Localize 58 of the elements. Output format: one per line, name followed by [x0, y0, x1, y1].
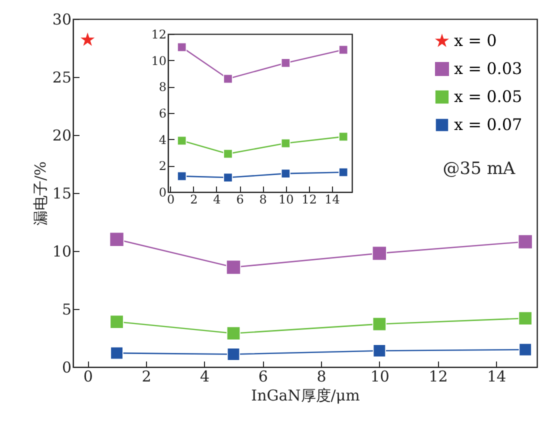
x-tick-label: 8: [316, 368, 326, 386]
point: [80, 32, 95, 46]
point: [518, 343, 532, 356]
point: [372, 344, 386, 358]
point: [177, 171, 187, 181]
point: [110, 346, 124, 360]
y-tick-label: 2: [158, 159, 166, 174]
y-tick-label: 30: [52, 10, 72, 28]
x-tick-label: 8: [259, 192, 267, 206]
x-tick-label: 0: [83, 368, 93, 386]
y-tick-label: 4: [158, 132, 167, 147]
y-axis-title: 漏电子/%: [31, 161, 50, 226]
point: [518, 234, 533, 250]
point: [110, 314, 124, 329]
legend-label: x = 0: [454, 31, 497, 50]
point: [177, 136, 187, 146]
point: [280, 168, 290, 178]
point: [109, 232, 124, 247]
y-tick-label: 6: [158, 106, 166, 120]
point: [226, 326, 240, 340]
point: [372, 246, 387, 261]
point: [177, 42, 187, 52]
y-tick-label: 20: [52, 126, 72, 144]
point: [338, 132, 348, 142]
legend-label: x = 0.03: [454, 59, 522, 78]
point: [338, 168, 348, 177]
point: [226, 348, 240, 361]
legend-label: x = 0.05: [454, 87, 522, 106]
x-tick-label: 14: [324, 192, 340, 206]
point: [223, 172, 233, 182]
y-tick-label: 25: [52, 68, 72, 86]
point: [280, 138, 290, 148]
point: [518, 311, 532, 326]
point: [280, 58, 290, 68]
legend-label: x = 0.07: [454, 115, 522, 134]
point: [223, 74, 233, 84]
annotation: @35 mA: [442, 159, 516, 179]
y-tick-label: 10: [151, 54, 166, 68]
point: [223, 149, 233, 159]
x-tick-label: 12: [428, 368, 448, 386]
x-tick-label: 10: [278, 192, 294, 206]
y-tick-label: 12: [151, 28, 166, 42]
point: [372, 317, 386, 332]
x-tick-label: 6: [236, 192, 244, 206]
x-tick-label: 10: [370, 368, 390, 386]
y-tick-label: 5: [62, 300, 72, 318]
x-tick-label: 2: [190, 192, 198, 206]
y-tick-label: 8: [158, 80, 166, 94]
x-tick-label: 6: [258, 368, 268, 386]
x-tick-label: 4: [200, 368, 210, 386]
x-tick-label: 4: [213, 192, 222, 206]
x-tick-label: 12: [302, 192, 317, 206]
y-tick-label: 10: [52, 242, 72, 260]
x-tick-label: 14: [487, 368, 506, 386]
x-axis-title: InGaN厚度/μm: [251, 386, 360, 404]
y-tick-label: 15: [52, 184, 72, 202]
point: [226, 260, 241, 275]
point: [338, 45, 348, 55]
